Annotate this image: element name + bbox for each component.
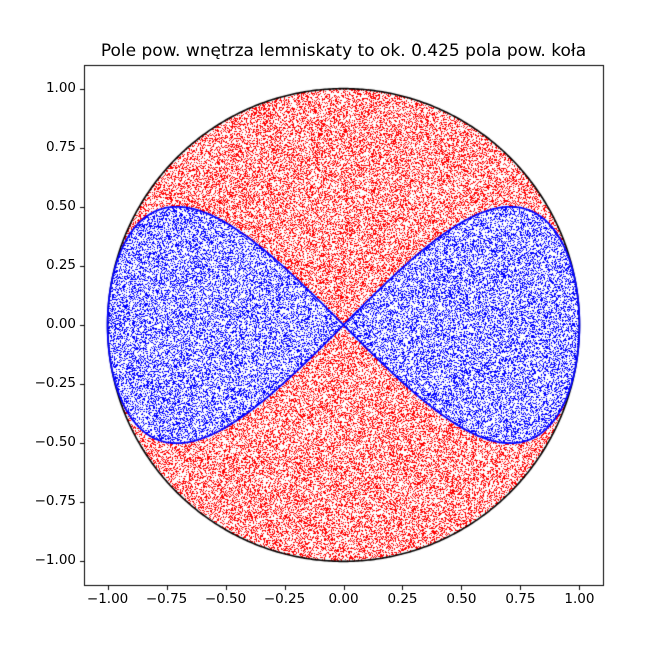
y-tick-label: 1.00: [45, 79, 76, 96]
y-tick-label: 0.50: [45, 197, 76, 214]
x-tick-label: 0.25: [387, 591, 418, 607]
x-tick-label: 0.75: [505, 591, 536, 607]
y-tick-label: 0.25: [45, 256, 76, 273]
chart-title: Pole pow. wnętrza lemniskaty to ok. 0.42…: [100, 41, 587, 61]
x-tick-label: −0.50: [204, 591, 247, 607]
x-tick-label: 0.00: [328, 591, 359, 607]
x-tick-label: −1.00: [86, 591, 129, 607]
x-tick-label: −0.25: [263, 591, 306, 607]
x-tick-label: 1.00: [564, 591, 595, 607]
y-tick-label: −0.25: [34, 375, 76, 392]
y-tick-label: −0.75: [34, 493, 76, 510]
y-tick-label: 0.75: [45, 138, 76, 155]
y-tick-label: 0.00: [45, 316, 76, 332]
x-tick-label: −0.75: [145, 591, 188, 607]
y-tick-label: −0.50: [34, 434, 76, 451]
y-tick-label: −1.00: [34, 552, 76, 569]
x-tick-label: 0.50: [446, 591, 477, 607]
